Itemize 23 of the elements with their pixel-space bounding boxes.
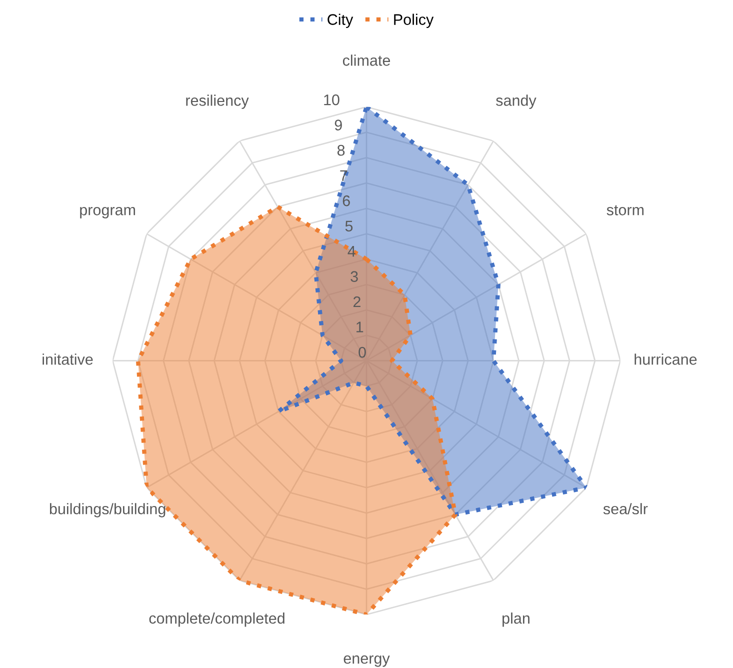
spoke-label: hurricane bbox=[634, 354, 697, 365]
spoke-label: energy bbox=[344, 655, 390, 667]
spoke-label: plan bbox=[502, 612, 530, 627]
y-tick-label: 8 bbox=[337, 144, 345, 156]
spoke-label: buildings/building bbox=[50, 503, 166, 518]
spoke-label: sea/slr bbox=[603, 503, 648, 514]
spoke-label: climate bbox=[342, 54, 390, 66]
y-tick-label: 1 bbox=[356, 322, 364, 332]
y-tick-label: 6 bbox=[342, 195, 350, 206]
legend-label: Policy bbox=[394, 14, 434, 28]
spoke-label: complete/completed bbox=[149, 612, 284, 627]
spoke-label: storm bbox=[606, 205, 644, 216]
y-tick-label: 5 bbox=[345, 220, 353, 232]
y-tick-label: 3 bbox=[350, 271, 358, 282]
y-tick-label: 2 bbox=[353, 296, 360, 308]
spoke-label: resiliency bbox=[186, 94, 249, 109]
spoke-label: sandy bbox=[496, 94, 536, 109]
y-tick-label: 0 bbox=[358, 346, 366, 358]
legend-label: City bbox=[328, 14, 354, 28]
spoke-label: program bbox=[80, 206, 136, 218]
spoke-label: initative bbox=[42, 354, 93, 365]
y-tick-label: 10 bbox=[324, 94, 340, 106]
y-tick-label: 9 bbox=[334, 120, 342, 130]
